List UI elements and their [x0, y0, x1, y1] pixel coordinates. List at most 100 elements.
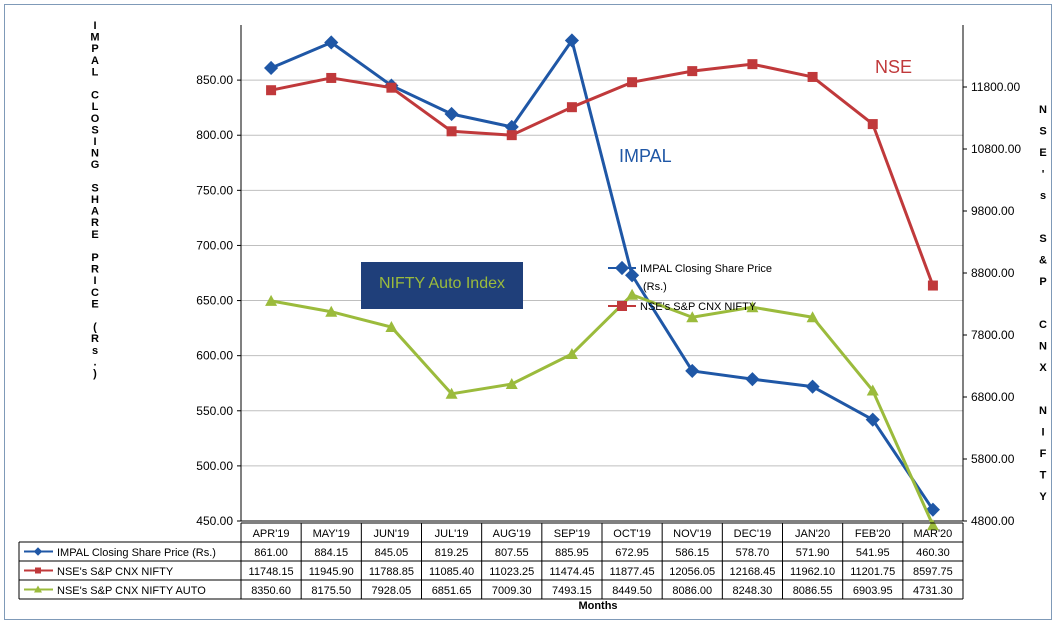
table-cell: 8449.50 — [612, 585, 652, 597]
table-category-label: FEB'20 — [855, 528, 891, 540]
table-category-label: SEP'19 — [554, 528, 590, 540]
right-axis-title-char: & — [1039, 255, 1047, 267]
combo-line-chart: 450.00 500.00 550.00 600.00 650.00 700.00 750.… — [18, 20, 1047, 612]
series-point — [505, 378, 518, 390]
right-tick-label: 7800.00 — [971, 328, 1015, 342]
table-cell: 11474.45 — [549, 566, 594, 578]
legend-label-impal: IMPAL Closing Share Price — [640, 263, 772, 275]
table-category-label: NOV'19 — [673, 528, 711, 540]
right-tick-label: 9800.00 — [971, 204, 1015, 218]
table-cell: 460.30 — [916, 547, 950, 559]
table-category-label: OCT'19 — [613, 528, 651, 540]
right-axis-title-char: X — [1039, 362, 1047, 374]
left-axis-title-char: A — [91, 206, 99, 218]
series-point — [444, 106, 459, 122]
series-line-1 — [270, 62, 935, 287]
series-point — [326, 72, 337, 83]
left-axis-title-char: I — [93, 136, 96, 148]
left-axis-title-char: C — [91, 287, 99, 299]
table-cell: 8350.60 — [251, 585, 291, 597]
series-point — [927, 280, 938, 291]
right-axis-title-char: F — [1040, 448, 1047, 460]
left-axis-title-char: s — [92, 345, 98, 357]
left-tick-label: 800.00 — [196, 128, 233, 142]
legend-marker-nifty — [617, 301, 627, 311]
table-cell: 884.15 — [314, 547, 348, 559]
left-axis-title-char: ( — [93, 322, 97, 334]
table-cell: 6903.95 — [853, 585, 893, 597]
left-tick-label: 550.00 — [196, 404, 233, 418]
left-axis-title-char: M — [90, 32, 99, 44]
left-axis-title-char: S — [91, 182, 98, 194]
left-axis-title-char: R — [91, 264, 99, 276]
series-point — [745, 372, 760, 387]
series-point — [565, 348, 578, 360]
series-point — [446, 126, 457, 137]
right-tick-label: 5800.00 — [971, 452, 1015, 466]
table-cell: 845.05 — [375, 547, 409, 559]
table-category-label: JAN'20 — [795, 528, 830, 540]
right-axis-title-char: E — [1039, 147, 1046, 159]
series-point — [746, 301, 759, 313]
left-axis-title-char: O — [91, 113, 100, 125]
series-point — [627, 77, 638, 88]
table-cell: 6851.65 — [432, 585, 472, 597]
series-point — [626, 288, 639, 300]
right-axis-title-char: ' — [1042, 169, 1045, 181]
table-cell: 541.95 — [856, 547, 890, 559]
right-tick-label: 4800.00 — [971, 514, 1015, 528]
table-cell: 12168.45 — [729, 566, 775, 578]
table-category-label: MAR'20 — [914, 528, 953, 540]
impal-annotation: IMPAL — [619, 146, 672, 166]
series-point — [325, 305, 338, 317]
series-line-2 — [270, 293, 935, 526]
series-point — [687, 66, 698, 77]
table-cell: 8086.55 — [793, 585, 833, 597]
left-axis-title-char: H — [91, 194, 99, 206]
right-axis-title-char: Y — [1039, 491, 1047, 503]
series-point — [506, 130, 517, 141]
table-category-label: AUG'19 — [493, 528, 531, 540]
left-tick-label: 700.00 — [196, 238, 233, 252]
table-category-label: MAY'19 — [313, 528, 350, 540]
gridlines — [241, 79, 963, 522]
series-line-0 — [270, 38, 935, 511]
left-axis-title-char: N — [91, 148, 99, 160]
right-axis-title-char: s — [1040, 190, 1046, 202]
series-point — [865, 412, 880, 427]
series-point — [265, 294, 278, 306]
table-series-name: NSE's S&P CNX NIFTY AUTO — [57, 585, 206, 597]
left-axis-title-char: C — [91, 90, 99, 102]
series-point — [686, 311, 699, 323]
table-category-label: JUN'19 — [374, 528, 410, 540]
series-point — [926, 519, 939, 531]
left-axis-title-char: R — [91, 333, 99, 345]
table-series-name: IMPAL Closing Share Price (Rs.) — [57, 547, 216, 559]
left-tick-label: 450.00 — [196, 514, 233, 528]
series-point — [445, 387, 458, 399]
left-axis-title-char: ) — [93, 368, 97, 380]
right-axis-title-char: N — [1039, 405, 1047, 417]
series-point — [867, 119, 878, 130]
legend-label-nifty: NSE's S&P CNX NIFTY — [640, 301, 757, 313]
right-tick-label: 11800.00 — [971, 80, 1020, 94]
right-tick-label: 8800.00 — [971, 266, 1015, 280]
left-axis-title-char: G — [91, 159, 100, 171]
right-axis-title-char: N — [1039, 104, 1047, 116]
right-axis-title-char: N — [1039, 341, 1047, 353]
right-tick-label: 6800.00 — [971, 390, 1015, 404]
left-tick-label: 750.00 — [196, 183, 233, 197]
table-cell: 11788.85 — [369, 566, 414, 578]
right-axis-title-char: P — [1039, 276, 1046, 288]
table-cell: 8597.75 — [913, 566, 953, 578]
left-axis-title-char: P — [91, 43, 98, 55]
left-axis-title-char: E — [91, 229, 98, 241]
table-cell: 11023.25 — [489, 566, 534, 578]
left-axis-title-char: L — [92, 66, 99, 78]
table-legend-marker — [33, 547, 43, 556]
table-cell: 11877.45 — [610, 566, 655, 578]
series-point — [385, 321, 398, 333]
x-axis-title: Months — [578, 600, 617, 612]
